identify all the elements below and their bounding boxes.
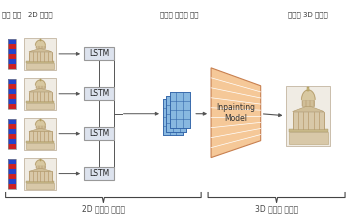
Polygon shape — [29, 48, 52, 52]
Bar — [25, 38, 56, 70]
Text: LSTM: LSTM — [89, 89, 109, 98]
Bar — [8, 64, 15, 69]
Bar — [26, 141, 54, 143]
Bar — [8, 54, 15, 59]
Bar — [29, 171, 52, 181]
Polygon shape — [35, 40, 45, 45]
Bar — [26, 181, 54, 183]
Bar — [8, 79, 15, 84]
Bar — [286, 86, 330, 146]
Bar — [84, 167, 114, 180]
Bar — [8, 179, 15, 184]
Text: 3D 이미지 생성부: 3D 이미지 생성부 — [255, 205, 298, 213]
Bar — [36, 165, 45, 168]
Polygon shape — [293, 106, 324, 111]
Bar — [8, 139, 15, 144]
Text: 2D 이미지: 2D 이미지 — [28, 11, 53, 18]
Bar — [8, 168, 15, 174]
Bar — [26, 143, 54, 149]
Bar — [29, 132, 52, 141]
Bar — [8, 94, 15, 99]
Bar — [8, 119, 15, 124]
Bar — [8, 159, 15, 189]
Bar — [8, 59, 15, 64]
Bar — [8, 159, 15, 164]
Bar — [25, 78, 56, 110]
Bar — [8, 124, 15, 129]
Bar — [84, 87, 114, 100]
Bar — [84, 127, 114, 140]
Text: 2D 이미지 처리부: 2D 이미지 처리부 — [82, 205, 125, 213]
Bar — [36, 85, 45, 88]
Polygon shape — [35, 80, 45, 85]
Bar — [8, 84, 15, 89]
Bar — [8, 39, 15, 69]
Bar — [293, 111, 324, 129]
Bar — [8, 44, 15, 49]
Bar — [8, 144, 15, 149]
Bar — [84, 47, 114, 60]
Polygon shape — [35, 120, 45, 125]
Bar — [302, 100, 314, 106]
Polygon shape — [29, 88, 52, 92]
Bar — [8, 104, 15, 109]
Polygon shape — [211, 68, 261, 158]
Bar — [40, 39, 41, 41]
Bar — [8, 49, 15, 54]
Polygon shape — [302, 90, 315, 100]
Text: Inpainting
Model: Inpainting Model — [216, 103, 256, 123]
Bar — [163, 99, 183, 135]
Bar — [26, 183, 54, 189]
Bar — [29, 92, 52, 101]
Bar — [8, 99, 15, 104]
Bar — [8, 79, 15, 109]
Text: 각도 정보: 각도 정보 — [2, 11, 21, 18]
Polygon shape — [29, 168, 52, 171]
Text: 고차원 이미지 특징: 고차원 이미지 특징 — [160, 11, 199, 18]
Bar — [8, 134, 15, 139]
Bar — [8, 184, 15, 189]
Bar — [25, 158, 56, 189]
Polygon shape — [29, 128, 52, 132]
Bar — [8, 119, 15, 149]
Bar — [26, 103, 54, 109]
Text: LSTM: LSTM — [89, 169, 109, 178]
Polygon shape — [35, 160, 45, 165]
Bar — [29, 52, 52, 61]
Bar — [36, 45, 45, 48]
Bar — [170, 92, 190, 128]
Text: LSTM: LSTM — [89, 49, 109, 58]
Text: 복원된 3D 이미지: 복원된 3D 이미지 — [289, 11, 328, 18]
Bar — [8, 39, 15, 44]
Bar — [26, 61, 54, 63]
Bar — [25, 118, 56, 150]
Bar — [8, 129, 15, 134]
Bar — [8, 164, 15, 168]
Bar — [8, 89, 15, 94]
Bar — [307, 87, 309, 91]
Bar — [40, 119, 41, 121]
Bar — [26, 63, 54, 69]
Bar — [289, 129, 327, 132]
Bar — [166, 96, 186, 132]
Text: LSTM: LSTM — [89, 129, 109, 138]
Bar — [40, 159, 41, 161]
Bar — [26, 101, 54, 103]
Bar — [40, 79, 41, 81]
Bar — [289, 132, 327, 145]
Bar — [36, 125, 45, 128]
Bar — [8, 174, 15, 179]
